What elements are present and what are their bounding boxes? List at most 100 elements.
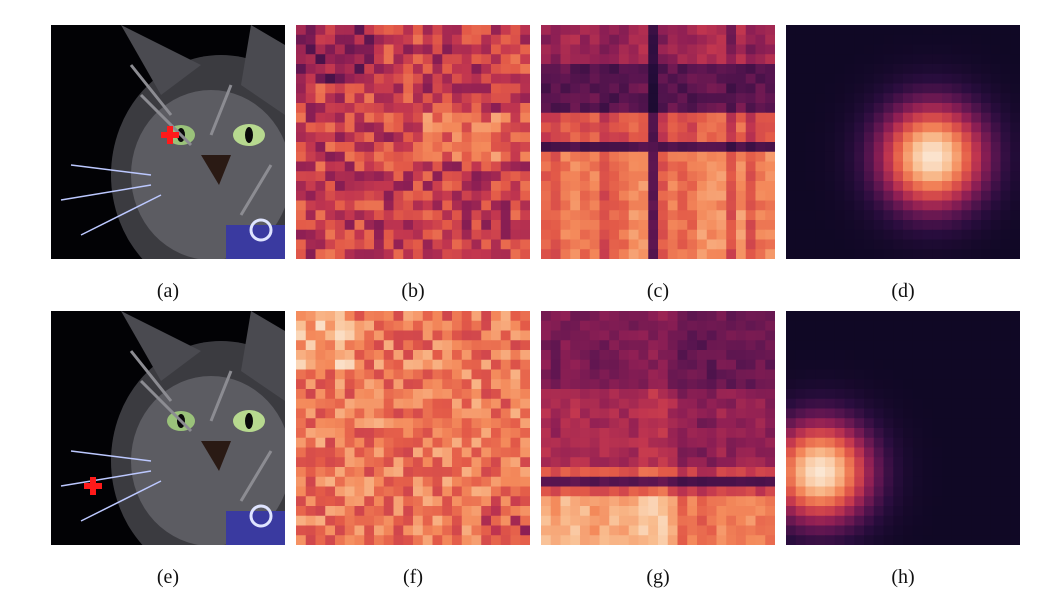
heatmap-cell	[697, 535, 708, 545]
heatmap-cell	[961, 25, 972, 36]
heatmap-cell	[580, 350, 591, 361]
heatmap-cell	[619, 239, 630, 250]
heatmap-cell	[452, 418, 463, 429]
caption-b: (b)	[401, 280, 425, 302]
heatmap-cell	[335, 151, 346, 163]
heatmap-cell	[825, 437, 836, 449]
heatmap-cell	[442, 220, 453, 231]
heatmap-cell	[1000, 142, 1011, 153]
heatmap-cell	[844, 447, 855, 458]
heatmap-cell	[638, 496, 649, 507]
heatmap-cell	[765, 476, 775, 488]
heatmap-cell	[667, 210, 679, 221]
heatmap-cell	[520, 93, 530, 104]
heatmap-cell	[648, 398, 659, 410]
heatmap-cell	[628, 112, 640, 124]
heatmap-cell	[432, 330, 443, 341]
heatmap-cell	[903, 220, 914, 231]
heatmap-cell	[325, 398, 336, 410]
heatmap-cell	[325, 229, 336, 241]
heatmap-cell	[315, 161, 326, 172]
heatmap-cell	[364, 103, 375, 114]
heatmap-cell	[403, 320, 414, 332]
heatmap-cell	[550, 44, 562, 55]
heatmap-cell	[599, 34, 610, 46]
heatmap-cell	[452, 428, 463, 439]
heatmap-cell	[1000, 112, 1011, 124]
heatmap-cell	[325, 379, 336, 390]
heatmap-cell	[541, 389, 552, 400]
heatmap-cell	[383, 457, 395, 468]
heatmap-cell	[1010, 190, 1020, 202]
heatmap-cell	[315, 200, 326, 211]
heatmap-cell	[609, 132, 620, 143]
heatmap-cell	[413, 25, 424, 36]
heatmap-cell	[971, 389, 982, 400]
heatmap-cell	[374, 369, 385, 380]
heatmap-cell	[893, 210, 904, 221]
heatmap-cell	[296, 320, 307, 332]
heatmap-cell	[745, 398, 757, 410]
heatmap-cell	[1000, 83, 1011, 94]
heatmap-cell	[864, 525, 875, 536]
heatmap-cell	[550, 142, 562, 153]
heatmap-cell	[520, 25, 530, 36]
heatmap-cell	[834, 122, 846, 133]
heatmap-cell	[951, 515, 963, 527]
heatmap-cell	[736, 535, 747, 545]
heatmap-cell	[932, 369, 943, 380]
heatmap-cell	[834, 54, 846, 65]
heatmap-cell	[471, 64, 482, 75]
heatmap-cell	[354, 210, 365, 221]
heatmap-cell	[422, 25, 434, 36]
heatmap-cell	[658, 181, 669, 192]
heatmap-cell	[1010, 437, 1020, 449]
heatmap-cell	[364, 54, 375, 65]
heatmap-cell	[305, 506, 317, 517]
heatmap-cell	[883, 44, 894, 55]
heatmap-cell	[305, 398, 317, 410]
heatmap-cell	[461, 379, 473, 390]
heatmap-cell	[354, 25, 365, 36]
heatmap-cell	[541, 181, 552, 192]
heatmap-cell	[422, 93, 434, 104]
heatmap-cell	[560, 200, 571, 211]
heatmap-cell	[383, 320, 395, 332]
heatmap-cell	[560, 122, 571, 133]
heatmap-cell	[805, 340, 816, 351]
heatmap-cell	[981, 83, 992, 94]
heatmap-cell	[990, 496, 1002, 507]
heatmap-cell	[305, 112, 317, 124]
heatmap-cell	[413, 200, 424, 211]
heatmap-cell	[1010, 171, 1020, 182]
heatmap-cell	[1000, 467, 1011, 478]
heatmap-cell	[765, 428, 775, 439]
heatmap-cell	[883, 311, 894, 322]
heatmap-cell	[893, 220, 904, 231]
heatmap-cell	[305, 457, 317, 468]
heatmap-cell	[403, 398, 414, 410]
heatmap-cell	[990, 200, 1002, 211]
heatmap-cell	[912, 311, 924, 322]
heatmap-cell	[461, 311, 473, 322]
heatmap-cell	[864, 389, 875, 400]
heatmap-cell	[854, 220, 865, 231]
heatmap-cell	[1000, 428, 1011, 439]
heatmap-cell	[550, 428, 562, 439]
heatmap-cell	[619, 83, 630, 94]
heatmap-cell	[677, 330, 688, 341]
heatmap-cell	[491, 103, 502, 114]
heatmap-cell	[951, 103, 963, 114]
heatmap-cell	[648, 54, 659, 65]
heatmap-cell	[452, 103, 463, 114]
heatmap-cell	[510, 25, 521, 36]
heatmap-cell	[374, 229, 385, 241]
heatmap-cell	[765, 418, 775, 429]
heatmap-cell	[335, 359, 346, 371]
heatmap-cell	[461, 210, 473, 221]
heatmap-cell	[452, 515, 463, 527]
heatmap-cell	[335, 340, 346, 351]
heatmap-cell	[990, 44, 1002, 55]
heatmap-cell	[442, 64, 453, 75]
heatmap-cell	[383, 112, 395, 124]
